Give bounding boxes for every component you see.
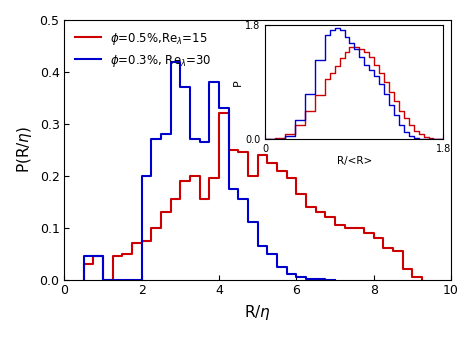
Y-axis label: P(R/$\eta$): P(R/$\eta$): [15, 126, 34, 173]
X-axis label: R/$\eta$: R/$\eta$: [244, 303, 271, 322]
Legend: $\phi$=0.5%,Re$_\lambda$=15, $\phi$=0.3%, Re$_\lambda$=30: $\phi$=0.5%,Re$_\lambda$=15, $\phi$=0.3%…: [70, 26, 217, 73]
